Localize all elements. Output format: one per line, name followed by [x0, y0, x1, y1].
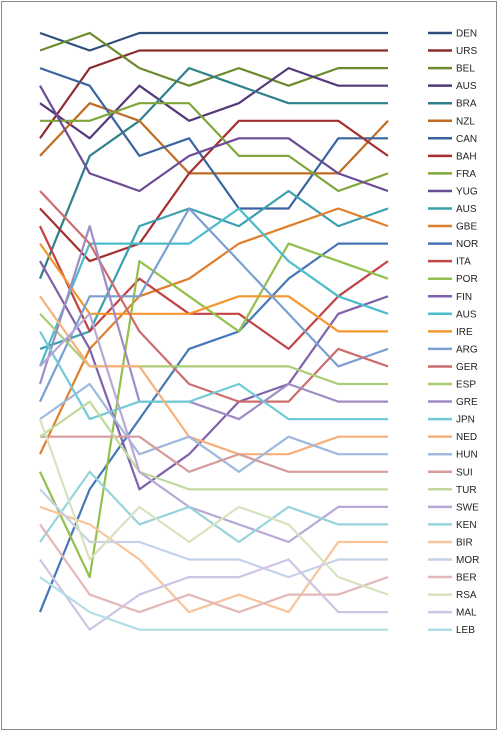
series-line-ken-28: [39, 470, 388, 544]
series-line-yug-9: [39, 85, 389, 193]
legend-label: BAH: [456, 151, 477, 162]
legend-label: ESP: [456, 380, 476, 391]
legend-label: GRE: [456, 397, 478, 408]
legend-label: POR: [456, 274, 478, 285]
legend-label: IRE: [456, 327, 473, 338]
legend: DEN URS BEL AUS BRA NZL CAN BAH FRA YUG AUS GBE NOR I…: [428, 29, 479, 636]
legend-label: FRA: [456, 169, 476, 180]
series-line-sui-25: [40, 435, 388, 473]
legend-label: BER: [456, 573, 477, 584]
series-line-jpn-22: [39, 330, 388, 421]
series-line-aus-3: [39, 66, 388, 140]
legend-label: SUI: [456, 467, 473, 478]
legend-label: AUS: [456, 204, 477, 215]
legend-label: BRA: [456, 99, 477, 110]
series-line-ber-31: [39, 523, 389, 614]
legend-label: BEL: [456, 64, 475, 75]
series-line-tur-26: [39, 400, 388, 491]
series-line-den-0: [39, 31, 388, 52]
legend-label: KEN: [456, 520, 477, 531]
series-line-nzl-5: [39, 102, 389, 175]
legend-label: ARG: [456, 344, 478, 355]
legend-label: MOR: [456, 555, 479, 566]
legend-label: NED: [456, 432, 477, 443]
legend-label: GBE: [456, 222, 477, 233]
legend-label: ITA: [456, 257, 471, 268]
series-line-ned-23: [39, 295, 388, 456]
series-line-por-14: [39, 242, 389, 579]
legend-label: AUS: [456, 81, 477, 92]
legend-label: CAN: [456, 134, 477, 145]
legend-label: MAL: [456, 608, 477, 619]
series-line-gre-21: [38, 225, 388, 421]
series-line-can-6: [39, 67, 388, 210]
series-line-mor-30: [39, 488, 388, 579]
series-line-mal-33: [39, 558, 388, 631]
series-line-nor-12: [38, 242, 388, 613]
series-line-rsa-32: [38, 418, 389, 596]
series-line-swe-27: [39, 312, 388, 544]
legend-label: RSA: [456, 590, 477, 601]
legend-label: LEB: [456, 625, 475, 636]
legend-label: URS: [456, 46, 477, 57]
legend-label: HUN: [456, 450, 478, 461]
series-line-bra-4: [38, 66, 388, 280]
legend-label: AUS: [456, 309, 477, 320]
series-lines: [38, 31, 389, 631]
legend-label: YUG: [456, 186, 478, 197]
legend-label: GER: [456, 362, 478, 373]
series-line-leb-34: [39, 576, 388, 631]
legend-label: BIR: [456, 537, 473, 548]
series-line-urs-1: [39, 49, 388, 139]
legend-label: NZL: [456, 116, 475, 127]
series-line-fra-8: [40, 102, 389, 193]
legend-label: DEN: [456, 29, 477, 40]
series-line-ire-17: [39, 242, 388, 333]
series-line-aus-16: [38, 207, 389, 367]
legend-label: TUR: [456, 485, 477, 496]
legend-label: JPN: [456, 415, 475, 426]
series-line-hun-24: [39, 382, 388, 473]
legend-label: SWE: [456, 502, 479, 513]
legend-label: NOR: [456, 239, 478, 250]
legend-label: FIN: [456, 292, 472, 303]
